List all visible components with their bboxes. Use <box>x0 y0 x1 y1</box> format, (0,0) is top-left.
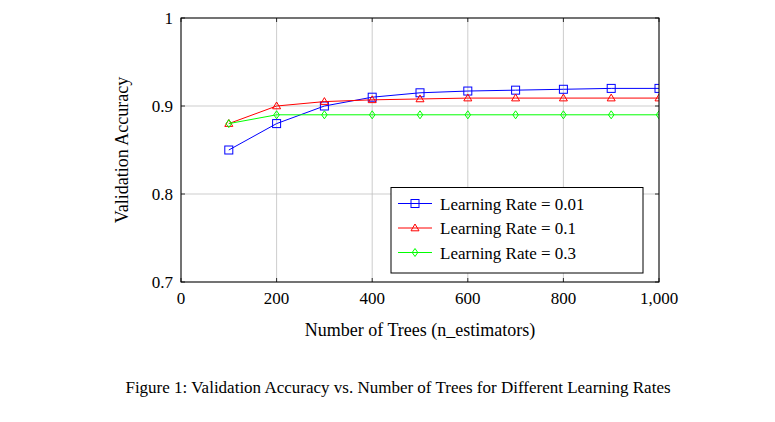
series-line <box>229 98 659 124</box>
data-point <box>273 120 281 128</box>
tick-label: 400 <box>359 289 385 308</box>
legend-label: Learning Rate = 0.01 <box>440 195 585 214</box>
data-point <box>465 111 471 119</box>
data-point <box>417 111 423 119</box>
tick-mark <box>467 278 468 282</box>
tick-label: 1,000 <box>640 289 678 308</box>
tick-mark <box>276 18 277 22</box>
legend-line <box>398 252 432 253</box>
tick-mark <box>563 18 564 22</box>
data-point <box>559 85 567 93</box>
plot-frame <box>181 18 659 282</box>
data-point <box>655 94 659 101</box>
data-point <box>561 111 567 119</box>
data-point <box>655 84 659 92</box>
data-point <box>322 111 328 119</box>
legend-marker <box>412 249 418 257</box>
tick-mark <box>372 18 373 22</box>
x-axis-label: Number of Trees (n_estimators) <box>305 320 535 341</box>
data-point <box>274 111 280 119</box>
legend-line <box>398 228 432 229</box>
tick-label: 600 <box>455 289 481 308</box>
data-point <box>369 111 375 119</box>
legend: Learning Rate = 0.01 Learning Rate = 0.1 L… <box>391 188 643 274</box>
tick-label: 1 <box>165 9 174 28</box>
data-point <box>273 102 281 109</box>
tick-mark <box>467 18 468 22</box>
tick-mark <box>655 194 659 195</box>
tick-mark <box>563 278 564 282</box>
series-line <box>229 88 659 150</box>
data-point <box>320 98 328 105</box>
grid-line <box>276 18 277 282</box>
data-point <box>608 111 614 119</box>
legend-label: Learning Rate = 0.3 <box>440 244 576 263</box>
tick-label: 200 <box>264 289 290 308</box>
tick-label: 0.8 <box>152 185 173 204</box>
tick-mark <box>181 194 185 195</box>
data-point <box>559 94 567 101</box>
data-point <box>225 146 233 154</box>
tick-label: 0.9 <box>152 97 173 116</box>
tick-mark <box>181 106 185 107</box>
grid-line <box>181 106 659 107</box>
data-point <box>464 94 472 101</box>
series-line <box>229 115 659 124</box>
data-point <box>226 120 232 128</box>
y-axis-label: Validation Accuracy <box>112 77 132 223</box>
data-point <box>512 94 520 101</box>
data-point <box>513 111 519 119</box>
grid-line <box>372 18 373 282</box>
tick-mark <box>276 278 277 282</box>
data-point <box>416 95 424 102</box>
tick-label: 800 <box>551 289 577 308</box>
chart: 0 200 400 600 800 1,000 0.7 0.8 0.9 1 Learning Rat… <box>0 0 775 422</box>
plot-area <box>225 84 659 154</box>
data-point <box>368 96 376 103</box>
tick-mark <box>655 106 659 107</box>
legend-label: Learning Rate = 0.1 <box>440 219 576 238</box>
data-point <box>512 86 520 94</box>
caption: Figure 1: Validation Accuracy vs. Number… <box>125 378 670 397</box>
data-point <box>607 94 615 101</box>
tick-label: 0 <box>177 289 186 308</box>
legend-marker <box>411 224 419 231</box>
legend-line <box>398 203 432 204</box>
legend-box <box>391 188 643 274</box>
tick-mark <box>372 278 373 282</box>
tick-label: 0.7 <box>152 273 174 292</box>
data-point <box>607 84 615 92</box>
legend-marker <box>411 200 419 208</box>
